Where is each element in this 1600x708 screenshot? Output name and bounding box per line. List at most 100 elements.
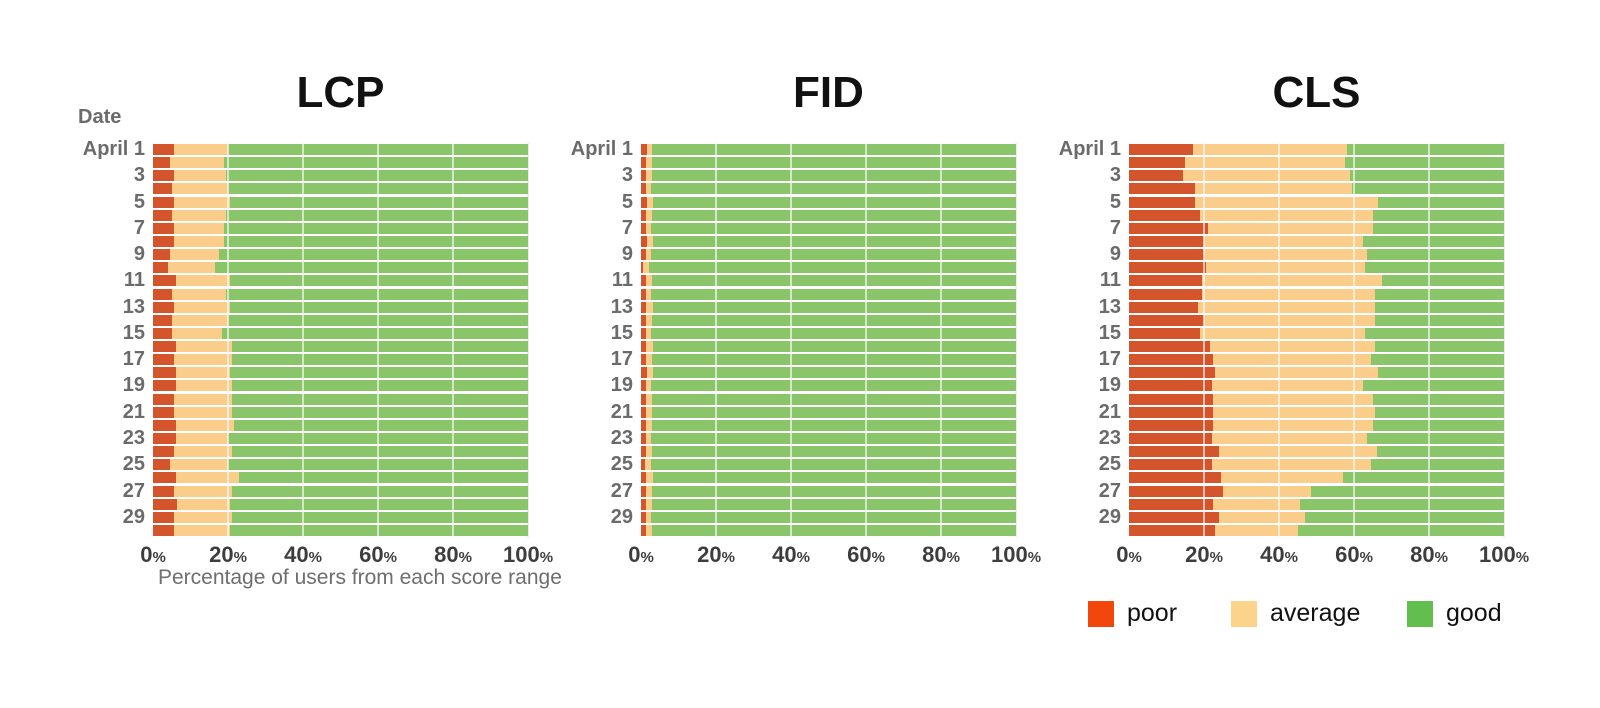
bar-segment-average (169, 157, 225, 169)
bar-segment-average (645, 222, 652, 234)
bar-segment-good (651, 524, 1016, 536)
y-tick-label: 13 (122, 295, 145, 318)
bar-row (1129, 156, 1504, 169)
bar-segment-good (651, 432, 1016, 444)
x-tick-label: 80% (434, 542, 472, 567)
bar-segment-good (239, 472, 528, 484)
bar-segment-average (175, 380, 232, 392)
gridline-overlay (377, 143, 379, 537)
gridline-overlay (715, 143, 717, 537)
bar-segment-poor (641, 446, 647, 458)
plot-area-lcp (153, 143, 529, 537)
bar-row (1129, 432, 1504, 445)
bar-segment-good (231, 354, 528, 366)
bar-segment-poor (641, 249, 646, 261)
bar-row (1129, 314, 1504, 327)
bar-segment-good (652, 301, 1016, 313)
bar-segment-poor (641, 380, 646, 392)
bar-segment-poor (1129, 222, 1208, 234)
chart-title-cls: CLS (1272, 68, 1361, 117)
chart-fid: FID April 1 3 5 7 9 11 13 15 17 19 21 23 25 27 29 0% 20… (546, 0, 1041, 708)
y-tick-label: 17 (122, 348, 145, 371)
y-tick-label: 9 (1109, 243, 1121, 266)
y-tick-label: April 1 (82, 138, 145, 161)
bar-segment-poor (641, 209, 646, 221)
bar-segment-poor (1129, 301, 1199, 313)
bar-segment-average (1215, 367, 1379, 379)
y-tick-label: 19 (122, 374, 145, 397)
bar-segment-average (646, 196, 653, 208)
bar-segment-average (646, 275, 653, 287)
bar-segment-average (645, 393, 652, 405)
bar-segment-poor (153, 419, 176, 431)
gridline-overlay (1278, 143, 1280, 537)
bar-segment-average (169, 249, 219, 261)
bar-row (153, 524, 528, 537)
bar-row (153, 248, 528, 261)
bar-segment-poor (153, 288, 172, 300)
gridline-overlay (940, 143, 942, 537)
bar-segment-poor (153, 354, 174, 366)
bar-segment-good (651, 354, 1016, 366)
bar-row (153, 327, 528, 340)
bar-segment-good (231, 380, 528, 392)
bar-segment-average (173, 144, 228, 156)
gridline-overlay (302, 143, 304, 537)
bar-row (1129, 261, 1504, 274)
bar-row (641, 340, 1016, 353)
bar-row (641, 471, 1016, 484)
bar-segment-poor (641, 235, 647, 247)
chart-cls: CLS April 1 3 5 7 9 11 13 15 17 19 21 23 25 27 29 0% 20… (1034, 0, 1529, 708)
x-tick-label: 80% (922, 542, 960, 567)
bar-row (153, 484, 528, 497)
bar-segment-poor (641, 314, 646, 326)
y-tick-label: 15 (122, 321, 145, 344)
bar-row (641, 235, 1016, 248)
bar-segment-poor (641, 288, 646, 300)
bar-segment-poor (1129, 354, 1214, 366)
bar-row (153, 301, 528, 314)
y-tick-label: 5 (1109, 190, 1121, 213)
bar-segment-good (1374, 288, 1504, 300)
bar-segment-average (646, 301, 653, 313)
bar-row (153, 156, 528, 169)
gridline-overlay (865, 143, 867, 537)
bar-segment-good (652, 472, 1016, 484)
bar-row (153, 182, 528, 195)
bar-segment-good (231, 446, 528, 458)
bar-row (153, 222, 528, 235)
y-tick-label: 3 (133, 164, 145, 187)
bar-segment-poor (1129, 380, 1212, 392)
bar-segment-average (175, 275, 230, 287)
gridline (1015, 143, 1017, 537)
bar-segment-good (651, 209, 1016, 221)
y-tick-label: 23 (122, 426, 145, 449)
bar-segment-good (224, 157, 528, 169)
bar-segment-average (645, 354, 652, 366)
bar-segment-good (652, 170, 1016, 182)
bar-segment-average (1192, 144, 1347, 156)
legend-label-good: good (1446, 599, 1502, 627)
bar-segment-poor (1129, 393, 1214, 405)
y-tick-label: 27 (1098, 479, 1121, 502)
x-tick-label: 20% (1185, 542, 1223, 567)
bar-segment-good (1305, 511, 1504, 523)
bar-segment-poor (641, 275, 647, 287)
bar-segment-average (643, 262, 650, 274)
y-tick-label: 15 (610, 321, 633, 344)
bar-segment-good (1374, 341, 1504, 353)
legend-swatch-poor-icon (1088, 600, 1114, 627)
bar-segment-average (645, 209, 652, 221)
bar-row (153, 498, 528, 511)
bar-segment-good (1363, 380, 1504, 392)
bar-segment-average (173, 235, 225, 247)
bar-segment-good (653, 235, 1016, 247)
bar-row (641, 511, 1016, 524)
bar-row (153, 196, 528, 209)
bar-segment-average (645, 472, 653, 484)
y-tick-label: 29 (1098, 505, 1121, 528)
bar-segment-good (652, 406, 1016, 418)
bar-segment-poor (1129, 196, 1195, 208)
bar-segment-average (173, 170, 227, 182)
